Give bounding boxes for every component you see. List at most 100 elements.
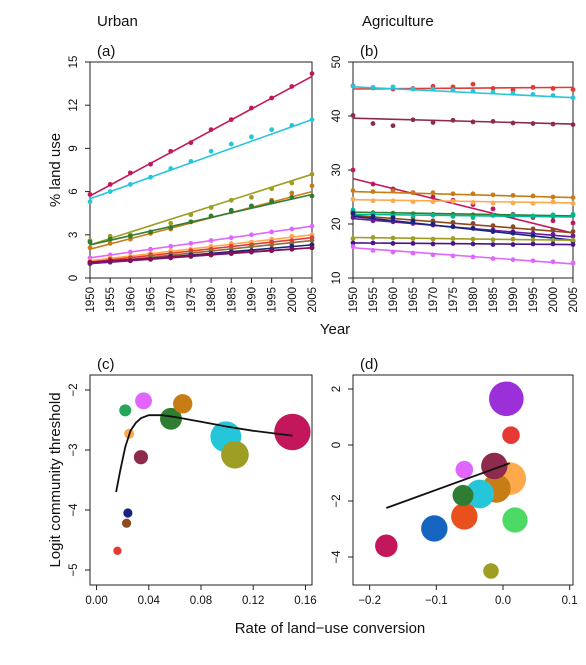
data-point — [370, 84, 376, 90]
y-axis-label: % land use — [47, 133, 64, 207]
bubble-point — [123, 508, 133, 518]
x-tick-label: 2005 — [568, 287, 580, 313]
plot-frame — [352, 61, 574, 279]
x-tick-label: 1990 — [508, 287, 520, 313]
data-point — [450, 191, 456, 197]
data-point — [570, 195, 576, 200]
data-point — [350, 83, 356, 89]
data-point — [87, 239, 93, 245]
data-point — [168, 220, 174, 226]
data-point — [430, 212, 436, 218]
y-tick-label: 6 — [68, 188, 80, 194]
data-point — [470, 254, 476, 260]
data-point — [450, 117, 456, 123]
data-point — [107, 189, 113, 195]
trend-line — [89, 225, 313, 259]
bubble-point — [119, 404, 132, 417]
data-point — [470, 119, 476, 125]
data-point — [269, 242, 275, 248]
data-point — [510, 224, 516, 230]
x-tick-label: 0.04 — [138, 595, 161, 607]
data-point — [87, 199, 93, 205]
data-point — [148, 174, 153, 180]
trend-line — [89, 246, 313, 263]
data-point — [510, 120, 516, 126]
x-tick-label: 0.0 — [495, 595, 511, 607]
trend-line — [89, 118, 313, 200]
fit-line — [386, 462, 510, 509]
data-point — [168, 225, 174, 231]
bubble-point — [173, 394, 193, 414]
trend-line — [89, 75, 313, 197]
data-point — [490, 212, 496, 218]
data-point — [390, 84, 396, 90]
x-tick-label: 1955 — [368, 287, 380, 313]
data-point — [370, 248, 376, 253]
data-point — [510, 212, 516, 218]
data-point — [570, 211, 576, 217]
data-point — [490, 192, 496, 198]
data-point — [350, 167, 356, 173]
x-tick-label: 1995 — [528, 287, 540, 313]
data-point — [430, 199, 436, 205]
y-tick-label: 20 — [331, 218, 343, 231]
data-point — [249, 243, 254, 249]
data-point — [87, 192, 93, 197]
x-tick-label: 1955 — [105, 287, 117, 313]
data-point — [309, 245, 315, 251]
bubble-point — [502, 507, 528, 533]
data-point — [570, 242, 576, 247]
data-point — [370, 121, 376, 126]
data-point — [370, 240, 376, 246]
data-point — [410, 241, 416, 246]
fit-curve — [115, 414, 293, 493]
trend-line — [352, 86, 574, 99]
data-point — [470, 81, 476, 87]
data-point — [450, 198, 456, 204]
data-point — [370, 214, 376, 219]
data-point — [107, 258, 113, 264]
x-tick-label: 2005 — [307, 287, 319, 313]
data-point — [107, 182, 113, 187]
data-point — [127, 258, 133, 264]
data-point — [470, 221, 476, 226]
trend-line — [352, 215, 574, 241]
bubble-point — [274, 413, 311, 451]
data-point — [228, 251, 234, 256]
bubble-point — [133, 450, 149, 465]
data-point — [550, 259, 556, 265]
data-point — [510, 257, 516, 263]
data-point — [289, 194, 295, 200]
data-point — [550, 241, 556, 247]
panel-d: (d) −4 −2 0 2 −0.2 −0.1 0.0 0.1 — [331, 356, 578, 607]
trend-line — [89, 193, 313, 246]
data-point — [530, 92, 536, 97]
y-tick-label: −3 — [68, 443, 80, 456]
data-point — [269, 95, 275, 101]
data-point — [530, 213, 536, 219]
data-point — [490, 200, 496, 206]
data-point — [148, 161, 153, 167]
data-point — [470, 200, 476, 205]
data-point — [309, 171, 315, 177]
x-tick-label: 1950 — [85, 287, 97, 313]
trend-line — [352, 246, 574, 265]
y-tick-label: −2 — [331, 494, 343, 507]
data-point — [269, 199, 275, 205]
data-point — [208, 127, 214, 133]
data-point — [510, 242, 516, 247]
x-tick-label: 1985 — [226, 287, 238, 313]
data-point — [370, 198, 376, 204]
data-point — [570, 233, 576, 239]
x-label-year: Year — [320, 321, 350, 338]
bubble-point — [121, 518, 132, 528]
data-point — [530, 258, 536, 264]
x-tick-label: 1950 — [348, 287, 360, 313]
data-point — [289, 226, 295, 232]
data-point — [390, 241, 396, 246]
data-point — [430, 190, 436, 196]
data-point — [390, 235, 396, 241]
y-tick-label: 50 — [331, 56, 343, 69]
data-point — [410, 190, 416, 196]
bubble-point — [375, 534, 398, 558]
